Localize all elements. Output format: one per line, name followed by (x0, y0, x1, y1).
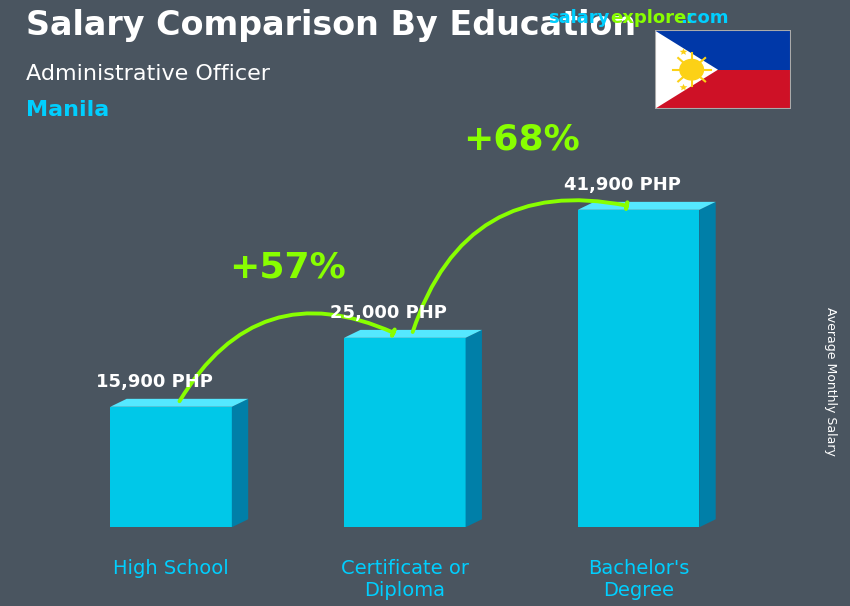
Polygon shape (466, 330, 482, 527)
Circle shape (680, 59, 704, 80)
Text: explorer: explorer (610, 9, 695, 27)
Text: Certificate or
Diploma: Certificate or Diploma (341, 559, 469, 600)
Polygon shape (344, 338, 466, 527)
Polygon shape (680, 84, 688, 90)
Polygon shape (680, 48, 688, 55)
Polygon shape (644, 66, 652, 73)
Text: salary: salary (548, 9, 609, 27)
Text: Salary Comparison By Education: Salary Comparison By Education (26, 9, 636, 42)
Polygon shape (578, 202, 716, 210)
Polygon shape (700, 202, 716, 527)
Text: 25,000 PHP: 25,000 PHP (330, 304, 447, 322)
Polygon shape (344, 330, 482, 338)
Text: Administrative Officer: Administrative Officer (26, 64, 269, 84)
Text: Manila: Manila (26, 100, 109, 120)
Text: 15,900 PHP: 15,900 PHP (96, 373, 213, 391)
Polygon shape (654, 30, 790, 70)
Text: .com: .com (680, 9, 728, 27)
Text: +57%: +57% (230, 251, 346, 285)
Polygon shape (232, 399, 248, 527)
Polygon shape (110, 407, 232, 527)
Polygon shape (110, 399, 248, 407)
Text: Bachelor's
Degree: Bachelor's Degree (588, 559, 689, 600)
Polygon shape (578, 210, 700, 527)
Text: 41,900 PHP: 41,900 PHP (564, 176, 681, 194)
Polygon shape (654, 70, 790, 109)
Text: Average Monthly Salary: Average Monthly Salary (824, 307, 837, 456)
Text: High School: High School (113, 559, 229, 578)
Polygon shape (654, 30, 718, 109)
Text: +68%: +68% (463, 123, 580, 157)
